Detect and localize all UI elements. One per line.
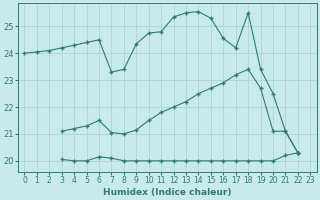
X-axis label: Humidex (Indice chaleur): Humidex (Indice chaleur) (103, 188, 232, 197)
